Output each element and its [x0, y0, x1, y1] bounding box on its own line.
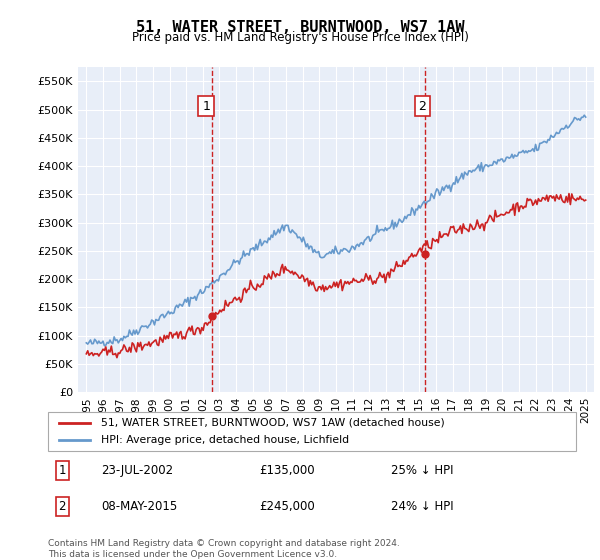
Text: 51, WATER STREET, BURNTWOOD, WS7 1AW (detached house): 51, WATER STREET, BURNTWOOD, WS7 1AW (de… — [101, 418, 445, 428]
Text: £245,000: £245,000 — [259, 500, 315, 513]
Text: HPI: Average price, detached house, Lichfield: HPI: Average price, detached house, Lich… — [101, 435, 349, 445]
Text: 24% ↓ HPI: 24% ↓ HPI — [391, 500, 454, 513]
FancyBboxPatch shape — [48, 412, 576, 451]
Text: 1: 1 — [202, 100, 210, 113]
Text: Contains HM Land Registry data © Crown copyright and database right 2024.: Contains HM Land Registry data © Crown c… — [48, 539, 400, 548]
Text: Price paid vs. HM Land Registry's House Price Index (HPI): Price paid vs. HM Land Registry's House … — [131, 31, 469, 44]
Text: 2: 2 — [419, 100, 427, 113]
Text: 08-MAY-2015: 08-MAY-2015 — [101, 500, 177, 513]
Text: 51, WATER STREET, BURNTWOOD, WS7 1AW: 51, WATER STREET, BURNTWOOD, WS7 1AW — [136, 20, 464, 35]
Text: £135,000: £135,000 — [259, 464, 315, 477]
Text: 2: 2 — [59, 500, 66, 513]
Text: 25% ↓ HPI: 25% ↓ HPI — [391, 464, 454, 477]
Text: 23-JUL-2002: 23-JUL-2002 — [101, 464, 173, 477]
Text: 1: 1 — [59, 464, 66, 477]
Text: This data is licensed under the Open Government Licence v3.0.: This data is licensed under the Open Gov… — [48, 550, 337, 559]
